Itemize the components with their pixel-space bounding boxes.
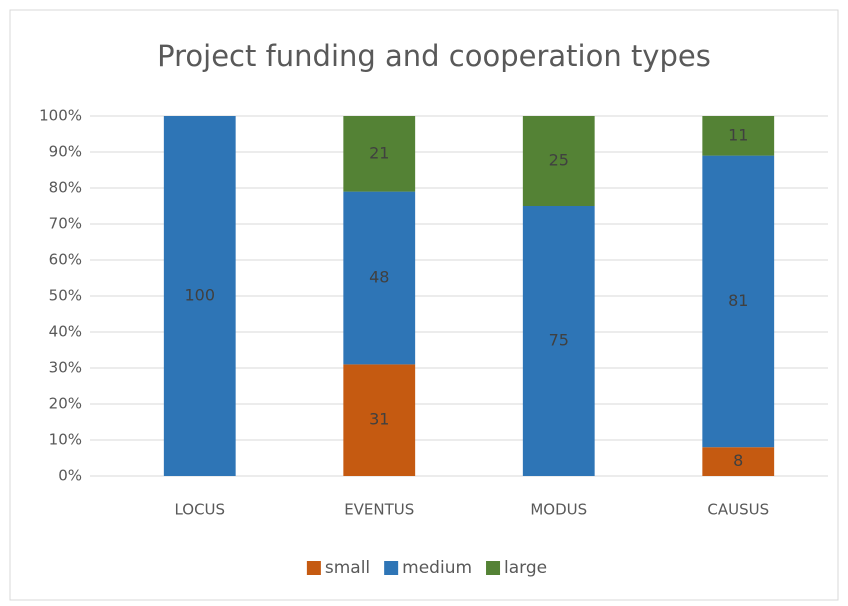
y-tick-label: 20% bbox=[49, 395, 82, 413]
legend-label: small bbox=[325, 558, 370, 578]
data-label: 11 bbox=[728, 125, 748, 144]
x-tick-label: LOCUS bbox=[174, 501, 225, 519]
y-tick-label: 40% bbox=[49, 323, 82, 341]
bar-segment bbox=[522, 116, 595, 206]
y-tick-label: 10% bbox=[49, 431, 82, 449]
chart-frame bbox=[9, 9, 839, 601]
data-label: 100 bbox=[184, 286, 215, 305]
bar-segment bbox=[702, 155, 775, 448]
data-label: 31 bbox=[369, 410, 389, 429]
data-label: 48 bbox=[369, 268, 389, 287]
x-tick-label: EVENTUS bbox=[344, 501, 414, 519]
data-label: 75 bbox=[549, 331, 569, 350]
legend-label: large bbox=[504, 558, 547, 578]
y-tick-label: 60% bbox=[49, 251, 82, 269]
x-tick-label: MODUS bbox=[530, 501, 587, 519]
y-tick-label: 30% bbox=[49, 359, 82, 377]
chart-title: Project funding and cooperation types bbox=[157, 39, 711, 73]
bar-segment bbox=[702, 116, 775, 156]
legend-marker bbox=[486, 561, 501, 575]
data-label: 21 bbox=[369, 143, 389, 162]
legend-marker bbox=[384, 561, 399, 575]
legend-marker bbox=[306, 561, 321, 575]
y-tick-label: 80% bbox=[49, 179, 82, 197]
bar-segment bbox=[702, 447, 775, 476]
y-tick-label: 70% bbox=[49, 215, 82, 233]
data-label: 25 bbox=[549, 151, 569, 170]
bar-segment bbox=[343, 364, 416, 476]
y-tick-label: 90% bbox=[49, 143, 82, 161]
data-label: 81 bbox=[728, 291, 748, 310]
y-tick-label: 0% bbox=[58, 467, 82, 485]
bar-segment bbox=[163, 116, 236, 476]
y-tick-label: 50% bbox=[49, 287, 82, 305]
x-tick-label: CAUSUS bbox=[707, 501, 769, 519]
data-label: 8 bbox=[733, 451, 743, 470]
bar-segment bbox=[343, 191, 416, 365]
bar-segment bbox=[343, 116, 416, 192]
y-tick-label: 100% bbox=[39, 107, 82, 125]
bar-segment bbox=[522, 206, 595, 476]
legend-label: medium bbox=[402, 558, 472, 578]
